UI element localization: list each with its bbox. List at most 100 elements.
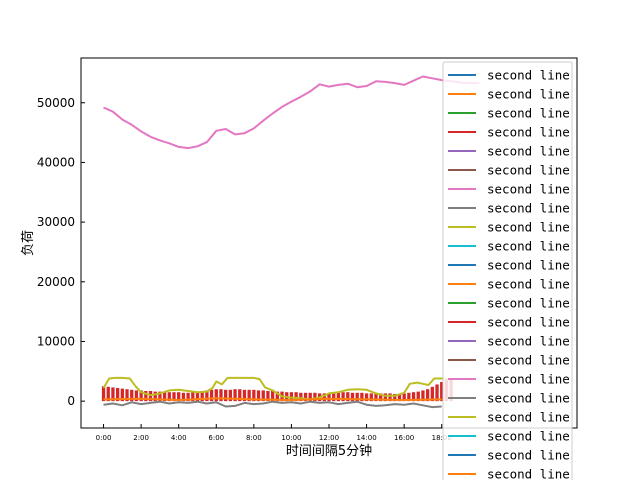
bar — [346, 392, 350, 402]
bar — [360, 392, 364, 402]
bar — [261, 390, 265, 402]
x-tick-label: 4:00 — [171, 434, 187, 442]
bar — [134, 390, 139, 402]
bar — [186, 392, 190, 402]
bar — [219, 389, 223, 402]
bar — [191, 392, 195, 402]
bar — [336, 392, 341, 402]
bar — [364, 393, 369, 402]
bar — [350, 392, 355, 402]
lines-layer — [102, 75, 480, 409]
y-tick-label: 0 — [67, 394, 75, 408]
legend-label: second line — [487, 182, 570, 197]
bar — [393, 393, 397, 402]
legend-label: second line — [487, 296, 570, 311]
bar — [397, 393, 402, 402]
legend-label: second line — [487, 258, 570, 273]
y-tick-label: 40000 — [37, 155, 75, 169]
bar — [435, 384, 439, 402]
bar — [238, 389, 242, 402]
bar — [162, 392, 167, 402]
bar — [402, 393, 406, 402]
bar — [256, 390, 261, 402]
bar — [115, 388, 120, 402]
series-line-4 — [103, 397, 442, 401]
x-tick-label: 6:00 — [208, 434, 224, 442]
series-line-3 — [103, 400, 442, 409]
legend-label: second line — [487, 220, 570, 235]
bar — [177, 392, 181, 402]
bar — [388, 393, 392, 402]
legend-label: second line — [487, 353, 570, 368]
bar — [332, 392, 336, 402]
bar — [369, 393, 373, 402]
x-tick-label: 14:00 — [356, 434, 376, 442]
bar — [158, 391, 162, 402]
bar — [242, 389, 247, 402]
legend-label: second line — [487, 163, 570, 178]
y-tick-label: 30000 — [37, 215, 75, 229]
bar — [303, 392, 308, 402]
legend-box — [442, 61, 573, 480]
series-line-2 — [102, 376, 448, 401]
bar — [130, 389, 134, 402]
bar — [214, 389, 218, 402]
bar — [144, 391, 148, 402]
x-axis-label: 时间间隔5分钟 — [286, 443, 372, 459]
bar — [111, 387, 115, 402]
bar — [247, 389, 251, 402]
bar — [374, 393, 378, 402]
legend-label: second line — [487, 429, 570, 444]
series-line-1 — [103, 75, 480, 150]
legend-label: second line — [487, 372, 570, 387]
legend-label: second line — [487, 315, 570, 330]
y-axis-label: 负荷 — [21, 230, 36, 256]
legend-label: second line — [487, 334, 570, 349]
bar — [308, 392, 312, 402]
bar — [421, 390, 425, 402]
bar — [322, 393, 326, 402]
bar — [416, 391, 420, 402]
bar — [430, 386, 434, 402]
x-tick-label: 0:00 — [96, 434, 112, 442]
legend-label: second line — [487, 277, 570, 292]
legend-label: second line — [487, 201, 570, 216]
legend: second line second line second line second … — [442, 61, 573, 480]
bar — [200, 391, 204, 402]
legend-label: second line — [487, 448, 570, 463]
legend-label: second line — [487, 410, 570, 425]
x-axis: 0:00 2:00 4:00 6:00 8:00 10:00 12:00 14:00 16:00… — [96, 424, 452, 442]
bar — [125, 389, 129, 402]
x-tick-label: 12:00 — [319, 434, 339, 442]
bar — [195, 391, 200, 402]
bar — [313, 392, 317, 402]
bar — [383, 393, 388, 402]
x-tick-label: 10:00 — [281, 434, 301, 442]
bar — [167, 392, 171, 402]
bar — [106, 386, 110, 402]
bar — [181, 392, 186, 402]
bar — [153, 391, 157, 402]
bar — [341, 392, 345, 402]
bar — [233, 389, 237, 402]
legend-label: second line — [487, 106, 570, 121]
legend-label: second line — [487, 467, 570, 480]
bar — [407, 392, 411, 402]
bar — [209, 389, 214, 402]
bar — [139, 390, 143, 402]
bar — [205, 390, 209, 402]
bar — [224, 389, 228, 402]
legend-label: second line — [487, 68, 570, 83]
legend-label: second line — [487, 144, 570, 159]
bar — [266, 391, 270, 402]
bar — [425, 389, 430, 402]
y-axis: 0 10000 20000 30000 40000 50000 — [37, 96, 85, 408]
bar — [120, 388, 124, 402]
y-tick-label: 50000 — [37, 96, 75, 110]
bar — [172, 392, 176, 402]
x-tick-label: 2:00 — [133, 434, 149, 442]
legend-label: second line — [487, 125, 570, 140]
bar — [252, 389, 256, 402]
x-tick-label: 18:00 — [432, 434, 452, 442]
